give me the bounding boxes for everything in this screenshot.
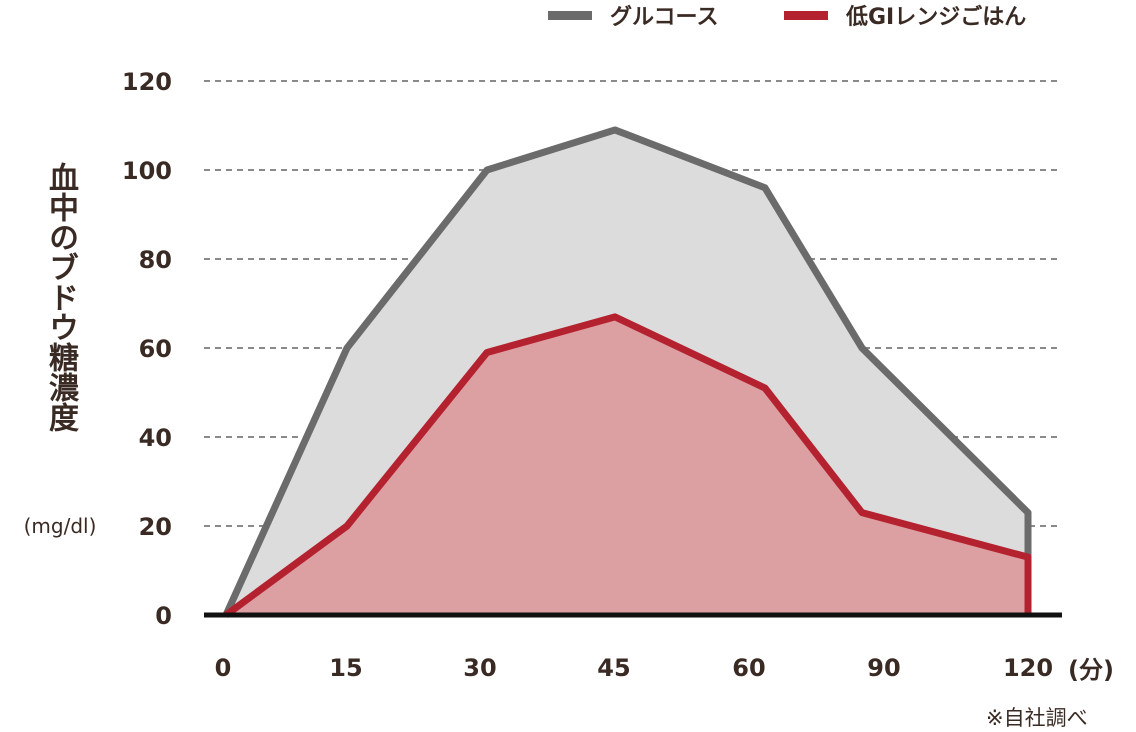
source-note: ※自社調べ <box>986 706 1088 730</box>
legend-item-low-gi-rice: 低GIレンジごはん <box>784 0 1026 30</box>
legend-swatch-glucose <box>548 10 592 20</box>
y-tick-label-100: 100 <box>122 157 172 185</box>
x-axis-unit: (分) <box>1068 656 1114 684</box>
x-tick-label-120: 120 <box>1003 654 1053 682</box>
x-tick-label-90: 90 <box>867 654 900 682</box>
y-axis-unit: (mg/dl) <box>23 514 97 538</box>
x-tick-label-15: 15 <box>329 654 362 682</box>
x-tick-label-30: 30 <box>463 654 496 682</box>
x-tick-label-60: 60 <box>732 654 765 682</box>
y-tick-label-80: 80 <box>139 246 172 274</box>
series-area-1 <box>226 316 1028 615</box>
y-tick-label-60: 60 <box>139 335 172 363</box>
legend-swatch-low-gi-rice <box>784 10 828 20</box>
series-line-1 <box>223 313 1032 618</box>
y-axis-title: 血中のブドウ糖濃度 <box>43 162 78 432</box>
x-tick-label-0: 0 <box>215 654 232 682</box>
y-tick-label-20: 20 <box>139 513 172 541</box>
y-tick-label-120: 120 <box>122 68 172 96</box>
y-tick-label-40: 40 <box>139 424 172 452</box>
legend-label-low-gi-rice: 低GIレンジごはん <box>846 5 1027 30</box>
legend-item-glucose: グルコース <box>548 0 718 30</box>
x-tick-label-45: 45 <box>597 654 630 682</box>
legend-label-glucose: グルコース <box>610 5 719 30</box>
series-line-0 <box>222 126 1032 617</box>
y-tick-label-0: 0 <box>155 602 172 630</box>
